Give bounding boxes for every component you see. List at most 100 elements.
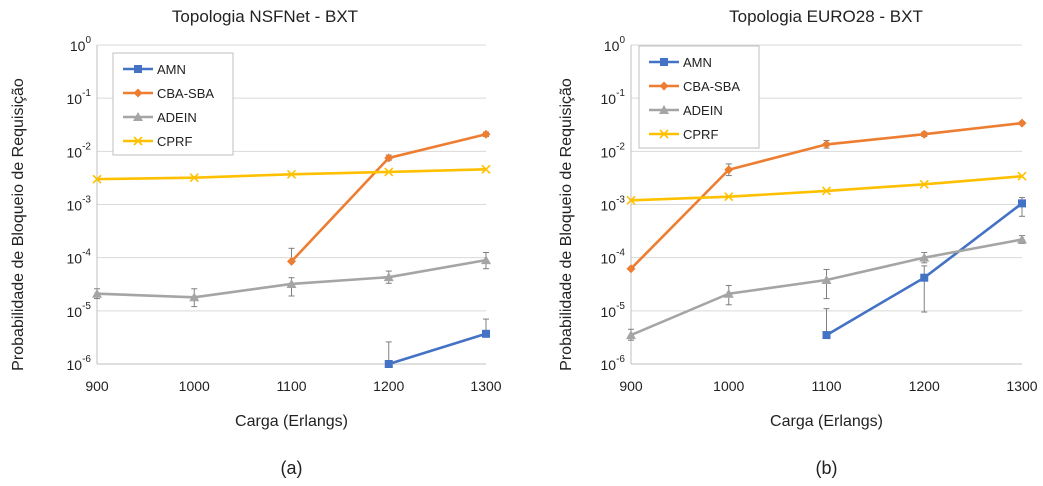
y-axis-label: Probabilidade de Bloqueio de Requisição: [10, 78, 27, 371]
legend-item: CPRF: [123, 134, 192, 149]
marker-triangle: [723, 288, 734, 298]
legend-item: CPRF: [649, 127, 718, 142]
series-cba-sba: [287, 129, 491, 266]
x-axis-label: Carga (Erlangs): [770, 413, 883, 430]
subfigure-label: (b): [816, 458, 838, 478]
legend-label: AMN: [157, 62, 186, 77]
marker-diamond: [133, 88, 143, 98]
legend-label: AMN: [683, 55, 712, 70]
y-tick-exponent: -6: [616, 354, 625, 365]
marker-x-stroke: [286, 169, 297, 179]
marker-triangle: [821, 275, 832, 285]
legend-label: ADEIN: [157, 110, 197, 125]
marker-x: [1017, 171, 1027, 181]
legend-label: CPRF: [157, 134, 192, 149]
y-tick-base: 10: [67, 251, 83, 267]
y-tick-label: 10-2: [601, 141, 626, 160]
marker-diamond: [481, 129, 491, 139]
marker-x-stroke: [919, 179, 929, 189]
marker-diamond: [1017, 118, 1027, 128]
chart-panel-b: Topologia EURO28 - BXT10010-110-210-310-…: [558, 7, 1038, 478]
x-axis-label: Carga (Erlangs): [235, 413, 348, 430]
marker-x-stroke: [133, 136, 143, 146]
marker-triangle: [189, 292, 200, 302]
marker-triangle: [286, 278, 297, 288]
marker-triangle: [919, 252, 930, 262]
y-tick-exponent: -5: [82, 301, 91, 312]
legend-item: AMN: [649, 55, 712, 70]
series-cba-sba: [626, 118, 1027, 274]
y-tick-label: 10-4: [67, 248, 92, 267]
y-tick-base: 10: [601, 91, 617, 107]
marker-x: [919, 179, 929, 189]
y-tick-label: 10-1: [601, 88, 626, 107]
legend-item: ADEIN: [649, 103, 723, 118]
y-tick-label: 10-4: [601, 248, 626, 267]
legend: AMN CBA-SBA ADEIN CPRF: [638, 45, 760, 149]
marker-x: [286, 169, 297, 179]
marker-x-stroke: [384, 167, 394, 177]
x-tick-label: 1100: [276, 378, 306, 394]
x-tick-label: 900: [85, 378, 109, 394]
y-tick-exponent: -2: [82, 141, 91, 152]
marker-triangle: [383, 272, 394, 282]
marker-x-stroke: [481, 164, 491, 174]
series-adein: [92, 252, 491, 308]
marker-triangle: [133, 112, 143, 121]
y-tick-exponent: -1: [82, 88, 91, 99]
y-tick-label: 10-1: [67, 88, 92, 107]
y-tick-base: 10: [601, 251, 617, 267]
y-tick-exponent: -2: [616, 141, 625, 152]
legend-label: CBA-SBA: [683, 79, 740, 94]
marker-x: [189, 173, 199, 183]
y-tick-base: 10: [67, 357, 83, 373]
marker-triangle: [626, 330, 636, 340]
chart-title: Topologia EURO28 - BXT: [729, 7, 923, 26]
marker-x: [92, 174, 102, 184]
marker-diamond: [659, 81, 669, 91]
series-line: [630, 174, 1023, 202]
y-tick-label: 100: [70, 35, 92, 54]
marker-x-stroke: [821, 186, 832, 196]
y-tick-exponent: -1: [616, 88, 625, 99]
marker-x: [659, 129, 669, 139]
legend-item: ADEIN: [123, 110, 197, 125]
marker-x-stroke: [92, 174, 102, 184]
marker-diamond: [384, 153, 394, 163]
y-tick-base: 10: [601, 304, 617, 320]
marker-x: [821, 186, 832, 196]
y-tick-label: 10-5: [67, 301, 92, 320]
y-tick-base: 10: [604, 38, 620, 54]
marker-diamond: [287, 256, 296, 266]
marker-square: [660, 58, 668, 66]
x-tick-label: 900: [619, 378, 643, 394]
series-line: [290, 132, 487, 263]
marker-diamond: [626, 264, 636, 274]
series-line: [388, 332, 487, 366]
subfigure-label: (a): [281, 458, 303, 478]
marker-square: [1018, 199, 1026, 208]
y-tick-exponent: -4: [82, 248, 91, 259]
marker-square: [822, 331, 831, 340]
marker-x: [384, 167, 394, 177]
marker-square: [920, 273, 929, 282]
x-tick-label: 1200: [909, 378, 940, 394]
marker-x: [481, 164, 491, 174]
y-tick-base: 10: [601, 198, 617, 214]
y-tick-exponent: -3: [82, 195, 91, 206]
y-tick-label: 100: [604, 35, 626, 54]
y-tick-base: 10: [67, 91, 83, 107]
legend-label: ADEIN: [683, 103, 723, 118]
marker-diamond: [919, 129, 929, 139]
series-cprf: [626, 171, 1027, 205]
marker-diamond: [724, 165, 734, 175]
series-amn: [822, 197, 1026, 340]
legend-item: AMN: [123, 62, 186, 77]
x-tick-label: 1300: [1006, 378, 1037, 394]
y-tick-base: 10: [70, 38, 86, 54]
chart-title: Topologia NSFNet - BXT: [172, 7, 358, 26]
marker-x: [133, 136, 143, 146]
legend-item: CBA-SBA: [649, 79, 740, 94]
y-tick-label: 10-2: [67, 141, 92, 160]
